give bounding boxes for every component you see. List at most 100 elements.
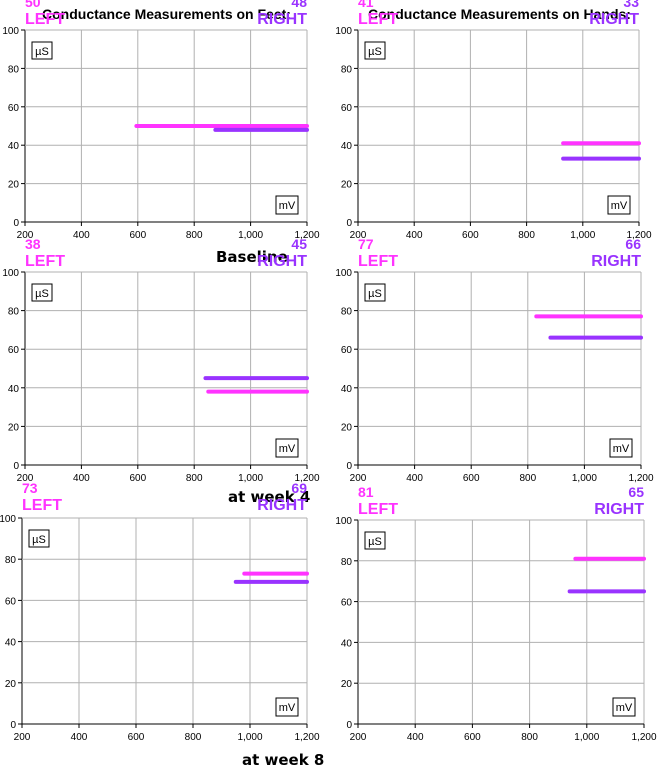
x-unit-box: mV xyxy=(275,697,299,717)
x-tick-label: 1,200 xyxy=(626,230,651,241)
x-tick-label: 400 xyxy=(73,230,90,241)
x-tick-label: 600 xyxy=(129,230,146,241)
left-label-hands-week-4: LEFT xyxy=(358,253,398,270)
chart-panel-hands-baseline: 41 LEFT 33 RIGHT 200 400 600 800 1,000 1,200 0 20 40… xyxy=(328,0,652,244)
x-tick-label: 600 xyxy=(464,732,481,743)
y-tick-label: 40 xyxy=(341,384,353,395)
x-tick-label: 1,200 xyxy=(631,732,656,743)
x-tick-label: 800 xyxy=(186,230,203,241)
y-tick-label: 0 xyxy=(10,720,16,731)
y-tick-label: 0 xyxy=(13,461,19,472)
chart-svg-hands-week-4: 200 400 600 800 1,000 1,200 0 20 40 60 80 100 µS mV xyxy=(335,268,654,484)
y-tick-label: 100 xyxy=(335,516,352,527)
y-unit-label: µS xyxy=(368,536,382,548)
x-tick-label: 600 xyxy=(462,230,479,241)
hands-heading: Conductance Measurements on Hands: xyxy=(368,6,631,22)
right-value-feet-week-8: 69 xyxy=(291,480,307,496)
x-tick-label: 600 xyxy=(463,473,480,484)
x-unit-label: mV xyxy=(279,702,296,714)
y-tick-label: 40 xyxy=(341,141,353,152)
right-label-hands-week-8: RIGHT xyxy=(594,501,644,518)
left-label-hands-week-8: LEFT xyxy=(358,501,398,518)
left-label-feet-week-8: LEFT xyxy=(22,497,62,514)
x-tick-label: 200 xyxy=(17,230,34,241)
x-tick-label: 1,000 xyxy=(574,732,599,743)
x-tick-label: 800 xyxy=(519,473,536,484)
x-tick-label: 800 xyxy=(521,732,538,743)
row-label-week-4: at week 4 xyxy=(228,488,311,506)
x-tick-label: 1,000 xyxy=(238,230,263,241)
chart-panel-hands-week-8: 81 LEFT 65 RIGHT 200 400 600 800 1,000 1,200 0 20 40… xyxy=(328,484,657,746)
left-label-hands-baseline: LEFT xyxy=(358,11,398,28)
right-label-feet-week-8: RIGHT xyxy=(257,497,307,514)
y-tick-label: 20 xyxy=(8,422,20,433)
x-tick-label: 200 xyxy=(350,732,367,743)
x-unit-label: mV xyxy=(611,200,628,212)
x-unit-label: mV xyxy=(616,702,633,714)
chart-panel-feet-week-4: 38 LEFT 45 RIGHT 200 400 600 800 1,000 1,200 0 20 40… xyxy=(0,236,320,487)
y-tick-label: 20 xyxy=(5,679,17,690)
y-tick-label: 20 xyxy=(341,679,353,690)
chart-panel-hands-week-4: 77 LEFT 66 RIGHT 200 400 600 800 1,000 1,200 0 20 40… xyxy=(328,236,654,487)
x-tick-label: 200 xyxy=(350,473,367,484)
y-tick-label: 0 xyxy=(13,218,19,229)
x-tick-label: 800 xyxy=(185,732,202,743)
left-value-feet-baseline: 50 xyxy=(25,0,41,10)
right-label-feet-baseline: RIGHT xyxy=(257,11,307,28)
y-tick-label: 100 xyxy=(2,268,19,279)
x-tick-label: 200 xyxy=(14,732,31,743)
y-tick-label: 60 xyxy=(8,103,20,114)
left-label-feet-week-4: LEFT xyxy=(25,253,65,270)
right-value-hands-baseline: 33 xyxy=(623,0,639,10)
chart-panel-feet-week-8: 73 LEFT 69 RIGHT 200 400 600 800 1,000 1,200 0 20 40… xyxy=(0,480,320,746)
y-unit-box: µS xyxy=(31,41,53,60)
x-tick-label: 200 xyxy=(17,473,34,484)
x-unit-box: mV xyxy=(607,195,631,215)
y-tick-label: 40 xyxy=(341,638,353,649)
chart-svg-feet-week-4: 200 400 600 800 1,000 1,200 0 20 40 60 80 100 µS mV xyxy=(2,268,320,484)
x-tick-label: 400 xyxy=(71,732,88,743)
chart-svg-hands-week-8: 200 400 600 800 1,000 1,200 0 20 40 60 80 100 µS mV xyxy=(335,516,657,743)
x-tick-label: 1,000 xyxy=(238,473,263,484)
x-tick-label: 1,200 xyxy=(294,473,319,484)
feet-heading: Conductance Measurements on Feet: xyxy=(42,6,291,22)
y-unit-box: µS xyxy=(28,529,50,548)
y-tick-label: 80 xyxy=(341,307,353,318)
right-label-feet-week-4: RIGHT xyxy=(257,253,307,270)
left-value-feet-week-4: 38 xyxy=(25,236,41,252)
x-tick-label: 800 xyxy=(186,473,203,484)
chart-svg-hands-baseline: 200 400 600 800 1,000 1,200 0 20 40 60 80 100 µS mV xyxy=(335,26,652,241)
x-tick-label: 200 xyxy=(350,230,367,241)
right-value-hands-week-4: 66 xyxy=(625,236,641,252)
y-unit-label: µS xyxy=(35,288,49,300)
x-unit-box: mV xyxy=(612,697,636,717)
x-tick-label: 1,000 xyxy=(237,732,262,743)
y-tick-label: 60 xyxy=(341,345,353,356)
left-label-feet-baseline: LEFT xyxy=(25,11,65,28)
x-tick-label: 600 xyxy=(129,473,146,484)
y-tick-label: 60 xyxy=(341,103,353,114)
left-value-hands-baseline: 41 xyxy=(358,0,374,10)
y-unit-box: µS xyxy=(364,283,386,302)
x-unit-box: mV xyxy=(275,195,299,215)
y-tick-label: 100 xyxy=(0,514,16,525)
y-tick-label: 100 xyxy=(335,268,352,279)
y-tick-label: 0 xyxy=(346,218,352,229)
row-label-week-8: at week 8 xyxy=(242,751,325,769)
y-tick-label: 20 xyxy=(8,180,20,191)
y-tick-label: 60 xyxy=(341,598,353,609)
y-tick-label: 0 xyxy=(346,461,352,472)
y-tick-label: 20 xyxy=(341,422,353,433)
x-tick-label: 1,000 xyxy=(572,473,597,484)
y-tick-label: 80 xyxy=(341,64,353,75)
x-unit-label: mV xyxy=(279,200,296,212)
x-tick-label: 1,200 xyxy=(294,230,319,241)
y-unit-label: µS xyxy=(368,46,382,58)
y-unit-box: µS xyxy=(31,283,53,302)
right-value-feet-baseline: 48 xyxy=(291,0,307,10)
y-tick-label: 100 xyxy=(2,26,19,37)
row-label-baseline: Baseline xyxy=(216,248,288,266)
chart-panel-feet-baseline: 50 LEFT 48 RIGHT 200 400 600 800 1,000 1,200 0 20 40… xyxy=(0,0,320,244)
y-tick-label: 80 xyxy=(8,307,20,318)
